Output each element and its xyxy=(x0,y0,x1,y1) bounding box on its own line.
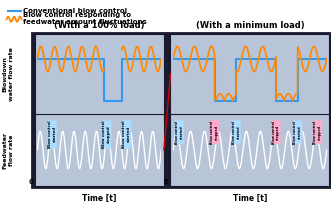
Text: Blow control
started: Blow control started xyxy=(122,121,131,148)
Text: Blowdown
water flow rate: Blowdown water flow rate xyxy=(3,47,14,101)
Bar xyxy=(32,33,166,187)
Text: (With a minimum load): (With a minimum load) xyxy=(196,21,304,30)
Text: (With a 100% load): (With a 100% load) xyxy=(54,21,145,30)
Text: Feedwater
flow rate: Feedwater flow rate xyxy=(3,132,14,168)
Text: Blow control
started: Blow control started xyxy=(293,121,302,144)
Text: Blow control
started: Blow control started xyxy=(175,121,184,144)
Text: Time [t]: Time [t] xyxy=(233,194,267,202)
Text: Blow control responding to
feedwater amount fluctuations: Blow control responding to feedwater amo… xyxy=(23,12,147,25)
Text: Blow control
stopped: Blow control stopped xyxy=(313,121,322,144)
Bar xyxy=(168,33,331,187)
Text: Blow control
started: Blow control started xyxy=(48,121,57,148)
Text: Conventional blow control: Conventional blow control xyxy=(23,8,127,14)
Text: Blow control
stopped: Blow control stopped xyxy=(272,121,280,144)
Bar xyxy=(170,34,329,186)
Bar xyxy=(35,34,164,186)
Text: Blow control
stopped: Blow control stopped xyxy=(102,121,111,148)
Text: 0: 0 xyxy=(164,179,169,185)
Text: Time [t]: Time [t] xyxy=(82,194,117,202)
Text: 0: 0 xyxy=(28,179,33,185)
Text: Blow control
started: Blow control started xyxy=(232,121,240,144)
Text: Blow control
stopped: Blow control stopped xyxy=(210,121,219,144)
